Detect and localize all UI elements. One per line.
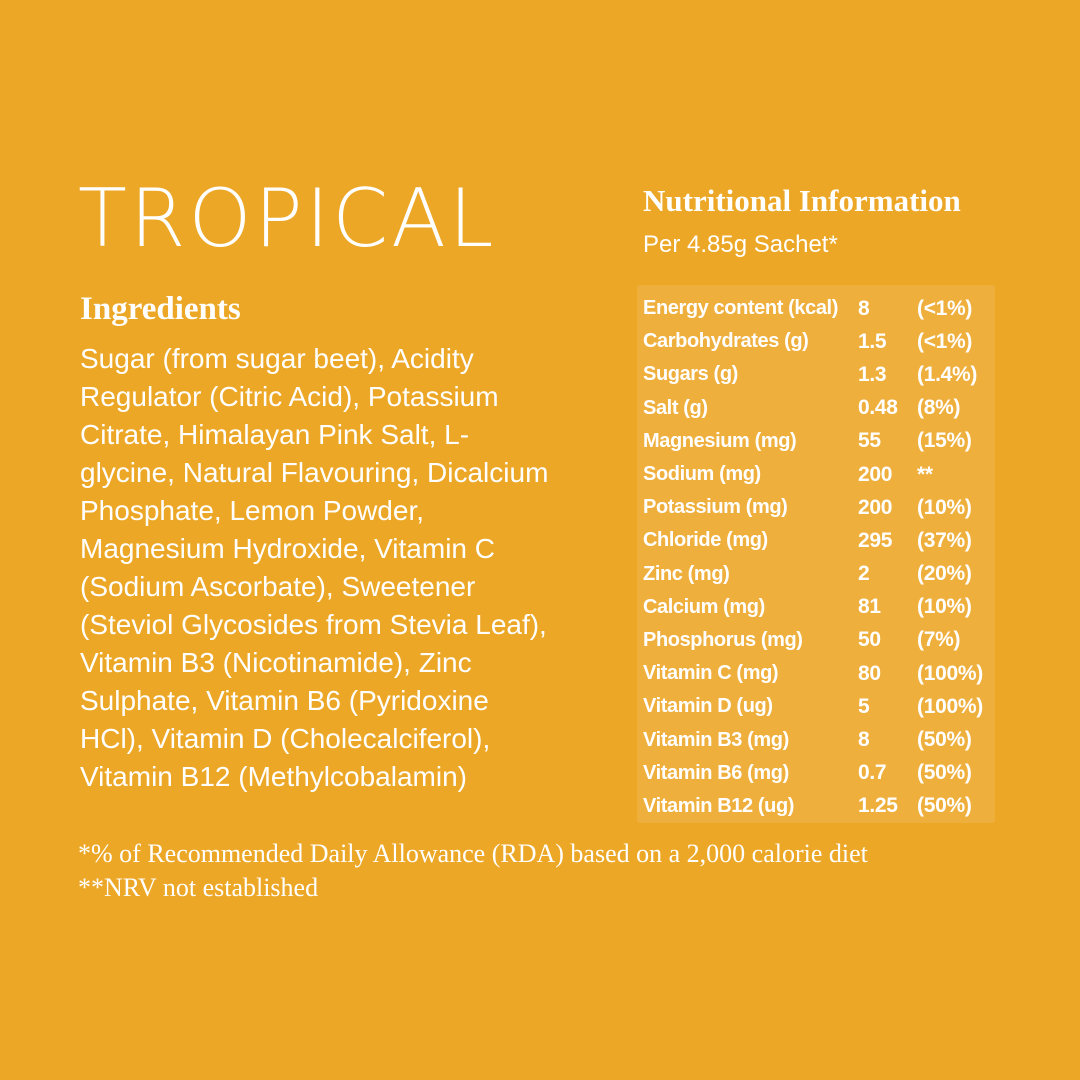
nutrition-row-rda: (1.4%) [917,362,978,386]
nutrition-row-rda: (<1%) [917,296,973,320]
nutrition-row-rda: (15%) [917,429,972,453]
nutrition-row: Chloride (mg) 295 (37%) [643,524,991,557]
nutrition-row: Calcium (mg) 81 (10%) [643,591,991,624]
nutrition-row-value: 200 [858,462,893,486]
nutrition-row-rda: (7%) [917,628,961,652]
nutrition-row-rda: (50%) [917,728,972,752]
nutrition-row-label: Sodium (mg) [643,463,761,486]
nutrition-row-label: Vitamin B6 (mg) [643,761,789,784]
nutrition-heading: Nutritional Information [643,183,961,218]
nutrition-row-label: Vitamin D (ug) [643,695,773,718]
ingredients-line: Vitamin B12 (Methylcobalamin) [80,761,467,792]
nutrition-row: Potassium (mg) 200 (10%) [643,491,991,524]
nutrition-row-rda: (20%) [917,562,972,586]
footnotes: *% of Recommended Daily Allowance (RDA) … [78,837,868,905]
nutrition-row-label: Vitamin C (mg) [643,662,779,685]
nutrition-row-value: 1.5 [858,329,887,353]
nutrition-row: Sodium (mg) 200 ** [643,458,991,491]
nutrition-row-rda: (8%) [917,396,961,420]
nutrition-row-value: 81 [858,595,881,619]
ingredients-line: Vitamin B3 (Nicotinamide), Zinc [80,647,472,678]
ingredients-line: (Steviol Glycosides from Stevia Leaf), [80,609,547,640]
nutrition-row-label: Phosphorus (mg) [643,628,803,651]
ingredients-line: (Sodium Ascorbate), Sweetener [80,571,476,602]
nutrition-row-label: Chloride (mg) [643,529,768,552]
nutrition-row: Salt (g) 0.48 (8%) [643,392,991,425]
nutrition-row: Vitamin C (mg) 80 (100%) [643,657,991,690]
nutrition-row-label: Vitamin B3 (mg) [643,728,789,751]
flavor-title: TROPICAL [78,172,497,265]
serving-size: Per 4.85g Sachet* [643,231,838,258]
nutrition-row-value: 80 [858,661,881,685]
ingredients-line: HCl), Vitamin D (Cholecalciferol), [80,723,491,754]
nutrition-row-value: 2 [858,562,870,586]
nutrition-row-rda: (10%) [917,495,972,519]
ingredients-heading: Ingredients [80,291,241,327]
ingredients-text: Sugar (from sugar beet), Acidity Regulato… [80,340,548,796]
nutrition-table: Energy content (kcal) 8 (<1%) Carbohydrates… [643,292,991,823]
nutrition-row-rda: (50%) [917,761,972,785]
nutrition-row-value: 8 [858,728,870,752]
nutrition-row: Vitamin B12 (ug) 1.25 (50%) [643,790,991,823]
nutrition-row: Vitamin B6 (mg) 0.7 (50%) [643,757,991,790]
nutrition-row-value: 1.3 [858,362,887,386]
nutrition-row-label: Vitamin B12 (ug) [643,794,795,817]
nutrition-row-rda: (37%) [917,528,972,552]
ingredients-line: Magnesium Hydroxide, Vitamin C [80,533,495,564]
nutrition-row-label: Sugars (g) [643,363,738,386]
nutrition-row-value: 1.25 [858,794,898,818]
nutrition-row: Energy content (kcal) 8 (<1%) [643,292,991,325]
nutrition-row-label: Calcium (mg) [643,595,765,618]
nutrition-row-label: Salt (g) [643,396,708,419]
ingredients-line: Citrate, Himalayan Pink Salt, L- [80,419,470,450]
footnote-rda: *% of Recommended Daily Allowance (RDA) … [78,839,868,868]
nutrition-row-value: 50 [858,628,881,652]
nutrition-row-value: 5 [858,694,870,718]
ingredients-line: Regulator (Citric Acid), Potassium [80,381,499,412]
nutrition-row: Zinc (mg) 2 (20%) [643,558,991,591]
nutrition-row: Vitamin B3 (mg) 8 (50%) [643,723,991,756]
nutrition-row: Phosphorus (mg) 50 (7%) [643,624,991,657]
nutrition-row-value: 55 [858,429,881,453]
nutrition-row-label: Carbohydrates (g) [643,330,809,353]
footnote-nrv: **NRV not established [78,873,319,902]
ingredients-line: Sulphate, Vitamin B6 (Pyridoxine [80,685,489,716]
ingredients-line: Phosphate, Lemon Powder, [80,495,425,526]
nutrition-row-rda: (<1%) [917,329,973,353]
nutrition-row-rda: (100%) [917,661,983,685]
nutrition-row-value: 0.7 [858,761,887,785]
nutrition-row: Carbohydrates (g) 1.5 (<1%) [643,325,991,358]
nutrition-row-rda: (100%) [917,694,983,718]
ingredients-line: Sugar (from sugar beet), Acidity [80,343,474,374]
nutrition-row-rda: (50%) [917,794,972,818]
nutrition-panel: Energy content (kcal) 8 (<1%) Carbohydrates… [637,285,995,823]
nutrition-row-label: Potassium (mg) [643,496,788,519]
nutrition-row: Magnesium (mg) 55 (15%) [643,425,991,458]
ingredients-line: glycine, Natural Flavouring, Dicalcium [80,457,549,488]
nutrition-row-rda: ** [917,462,933,486]
nutrition-row-value: 0.48 [858,396,898,420]
nutrition-row-value: 200 [858,495,893,519]
nutrition-row-label: Magnesium (mg) [643,429,797,452]
nutrition-row-value: 8 [858,296,870,320]
nutrition-row-rda: (10%) [917,595,972,619]
nutrition-row: Sugars (g) 1.3 (1.4%) [643,358,991,391]
nutrition-row: Vitamin D (ug) 5 (100%) [643,690,991,723]
nutrition-row-label: Zinc (mg) [643,562,730,585]
nutrition-row-label: Energy content (kcal) [643,297,838,320]
nutrition-row-value: 295 [858,528,893,552]
